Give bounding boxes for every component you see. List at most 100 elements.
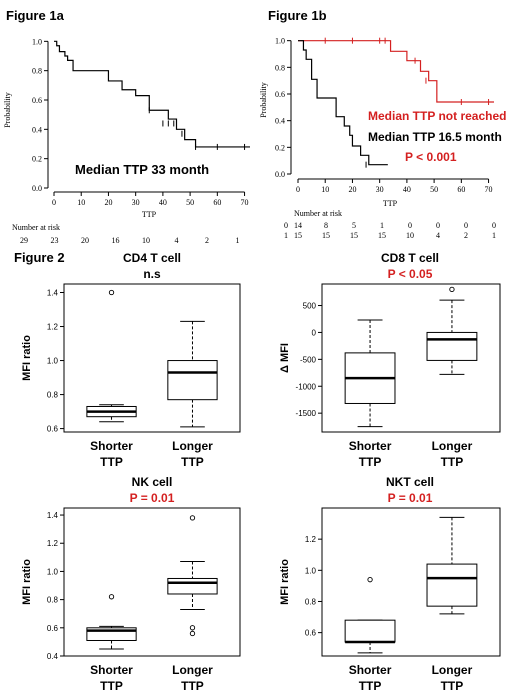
y-tick-label-cd4: 1.2 [47,323,59,332]
outlier-point-nk [189,630,196,637]
box-iqr-cd4 [167,360,218,401]
risk-count-fig1b: 5 [352,221,356,230]
risk-count-fig1b: 8 [324,221,328,230]
risk-count-fig1b: 14 [294,221,302,230]
risk-count-fig1b: 15 [322,231,330,240]
category-label-nkt: Longer TTP [432,663,473,693]
x-tick-label-fig1a: 40 [159,198,167,207]
boxplot-nkt: NKT cell P = 0.01 0.6 0.8 1.0 1.2 MFI ratio Sho… [279,475,501,693]
y-axis-label-cd8: Δ MFI [279,343,291,373]
category-label-part-cd4: TTP [181,455,204,469]
risk-count-fig1b: 0 [464,221,468,230]
outlier-point-nk [189,515,196,521]
y-tick-label-nk: 1.2 [47,539,59,548]
annotation-median-1b: Median TTP 16.5 month [368,130,502,144]
outlier-point-nkt [367,577,373,583]
category-label-cd8: Shorter TTP [349,439,392,469]
y-tick-label-fig1a: 0.0 [32,184,42,193]
category-label-part-nk: Longer [172,663,213,677]
x-tick-label-fig1b: 70 [485,185,493,194]
figure-label-1a: Figure 1a [6,8,65,23]
category-label-part-nk: TTP [100,679,123,693]
y-tick-label-fig1b: 1.0 [275,37,285,46]
y-tick-label-fig1a: 0.2 [32,155,42,164]
category-label-nkt: Shorter TTP [349,663,392,693]
category-label-part-cd4: Shorter [90,439,133,453]
category-label-part-cd8: TTP [441,455,464,469]
median-annotation-1a: Median TTP 33 month [75,162,209,177]
boxplot-nk: NK cell P = 0.01 0.4 0.6 0.8 1.0 1.2 1.4 MFI rat… [21,475,241,693]
y-axis-label-cd4: MFI ratio [21,335,33,381]
category-label-part-nk: Shorter [90,663,133,677]
y-tick-label-nk: 0.8 [47,596,59,605]
risk-count-fig1b: 4 [436,231,440,240]
risk-count-fig1b: 0 [436,221,440,230]
risk-count-fig1b: 0 [408,221,412,230]
y-tick-label-nk: 1.0 [47,567,59,576]
outlier-point-cd4 [108,289,115,296]
risk-count-fig1a: 23 [51,236,59,245]
x-tick-label-fig1a: 50 [186,198,194,207]
y-axis-label-nk: MFI ratio [21,559,33,605]
panel-pvalue-nk: P = 0.01 [130,491,175,505]
y-tick-label-fig1a: 1.0 [32,37,42,46]
risk-count-fig1b: 1 [492,231,496,240]
y-tick-label-cd8: -1500 [296,409,317,418]
category-label-part-nkt: TTP [359,679,382,693]
panel-pvalue-cd4: n.s [143,267,161,281]
x-axis-label-1b: TTP [383,199,398,208]
panel-title-nkt: NKT cell [386,475,434,489]
y-tick-label-fig1b: 0.4 [275,117,285,126]
box-iqr-nkt [344,619,396,643]
panel-pvalue-cd8: P < 0.05 [388,267,433,281]
y-tick-label-nkt: 0.6 [305,629,317,638]
risk-count-fig1b: 2 [464,231,468,240]
y-tick-label-cd4: 0.6 [47,425,59,434]
y-axis-label-1a: Probability [3,92,12,128]
category-label-part-nkt: Longer [432,663,473,677]
x-axis-label-1a: TTP [142,210,157,219]
figure-label-1b: Figure 1b [268,8,327,23]
outlier-point-nk [108,594,115,600]
x-tick-label-fig1a: 0 [52,198,56,207]
risk-count-fig1a: 29 [20,236,28,245]
x-tick-label-fig1b: 0 [296,185,300,194]
number-at-risk-label-1b: Number at risk [294,209,342,218]
y-tick-label-cd4: 1.0 [47,357,59,366]
y-tick-label-fig1b: 0.8 [275,63,285,72]
risk-count-fig1a: 2 [205,236,209,245]
panel-pvalue-nkt: P = 0.01 [388,491,433,505]
x-tick-label-fig1b: 10 [321,185,329,194]
x-tick-label-fig1a: 10 [77,198,85,207]
x-tick-label-fig1b: 30 [376,185,384,194]
y-tick-label-cd4: 0.8 [47,391,59,400]
category-label-cd4: Longer TTP [172,439,213,469]
category-label-part-cd8: TTP [359,455,382,469]
y-tick-label-cd4: 1.4 [47,289,59,298]
y-tick-label-fig1a: 0.6 [32,96,42,105]
y-tick-label-fig1a: 0.8 [32,67,42,76]
survival-curve-fig1a-0 [54,40,250,148]
outlier-point-cd8 [449,286,455,293]
plot-frame-nk [63,507,241,657]
outlier-point-nk [189,625,196,631]
plot-frame-nkt [321,507,501,657]
y-axis-label-1b: Probability [259,82,268,118]
category-label-part-nkt: TTP [441,679,464,693]
x-tick-label-fig1a: 30 [132,198,140,207]
risk-count-fig1b: 0 [492,221,496,230]
y-tick-label-fig1b: 0.2 [275,143,285,152]
y-tick-label-nk: 1.4 [47,511,59,520]
risk-count-fig1a: 4 [175,236,179,245]
risk-count-fig1b: 10 [406,231,414,240]
x-tick-label-fig1a: 70 [241,198,249,207]
risk-count-fig1b: 15 [350,231,358,240]
risk-count-fig1a: 20 [81,236,89,245]
risk-count-fig1a: 16 [112,236,120,245]
y-tick-label-nkt: 1.0 [305,566,317,575]
boxplot-cd8: CD8 T cell P < 0.05 -1500 -1000 -500 0 500 Δ MF… [279,251,501,469]
km-plot-fig1b: Figure 1b Probability TTP Median TTP not… [259,8,506,240]
box-iqr-nk [167,577,218,595]
y-tick-label-fig1b: 0.6 [275,90,285,99]
